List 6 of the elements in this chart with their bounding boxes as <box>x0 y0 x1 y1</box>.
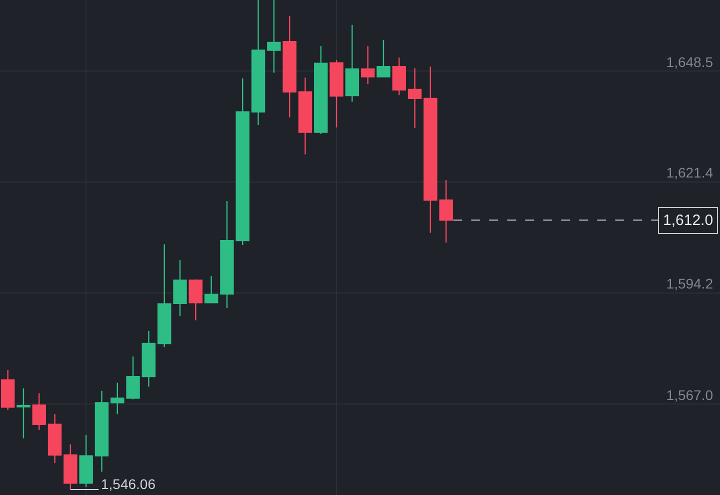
ref-line-label: 1,612.0 <box>663 212 714 229</box>
y-tick-label: 1,567.0 <box>666 386 714 403</box>
y-tick-label: 1,621.4 <box>666 164 714 181</box>
y-tick-label: 1,594.2 <box>666 276 714 292</box>
annotation: 1,546.06 <box>101 476 156 492</box>
y-tick-label: 1,648.5 <box>666 54 714 70</box>
